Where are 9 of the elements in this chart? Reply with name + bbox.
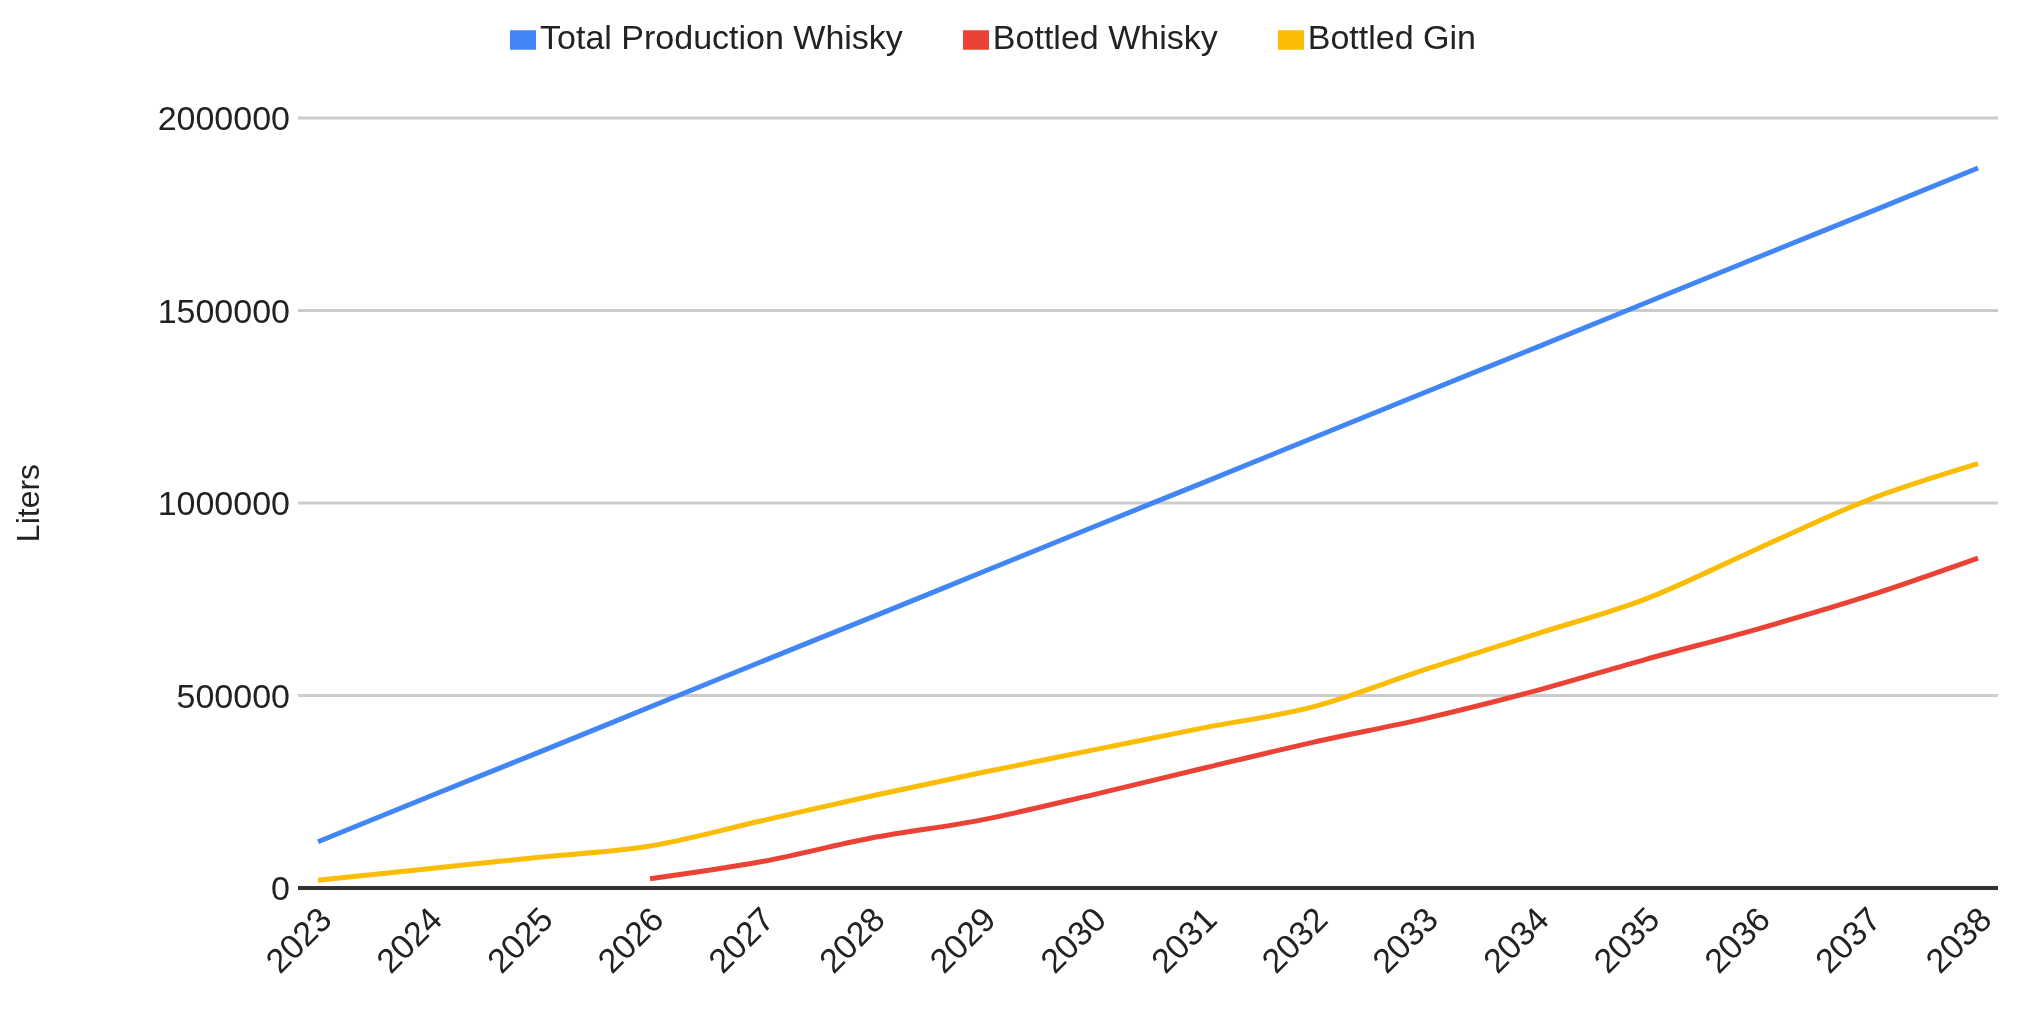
legend-label: Bottled Whisky (992, 18, 1218, 56)
y-tick-label: 0 (271, 869, 290, 908)
y-tick-label: 1500000 (157, 291, 290, 330)
legend-label: Bottled Gin (1307, 18, 1476, 56)
y-tick-label: 2000000 (157, 99, 290, 138)
legend-label: Total Production Whisky (540, 18, 903, 56)
y-axis-title: Liters (10, 463, 47, 543)
y-tick-label: 1000000 (157, 484, 290, 523)
y-tick-label: 500000 (176, 676, 290, 715)
